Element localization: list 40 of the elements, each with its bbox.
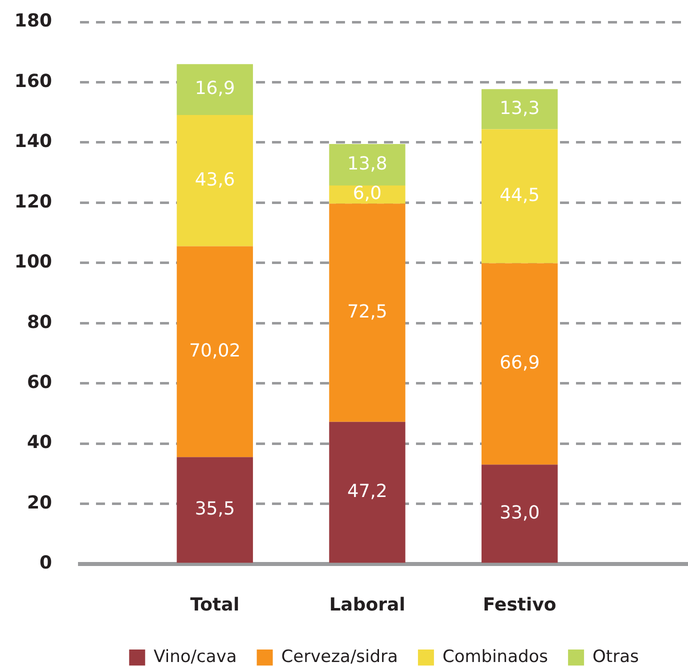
y-tick-label: 140 [14, 131, 52, 152]
legend-label: Cerveza/sidra [281, 646, 398, 666]
bar [482, 129, 558, 264]
bar [329, 422, 406, 563]
legend-label: Vino/cava [154, 646, 237, 666]
data-label: 72,5 [347, 301, 388, 322]
y-tick-label: 80 [26, 312, 52, 333]
y-tick-label: 180 [14, 10, 52, 32]
bar [176, 457, 253, 563]
data-label: 6,0 [352, 183, 382, 204]
legend-label: Combinados [442, 646, 548, 666]
y-tick-label: 120 [14, 191, 52, 212]
x-tick-label: Total [190, 594, 240, 616]
y-tick-label: 20 [26, 492, 52, 514]
bar [176, 246, 253, 458]
x-tick-label: Laboral [329, 594, 406, 616]
bar [482, 89, 558, 130]
legend-label: Otras [592, 646, 639, 666]
bar [482, 263, 558, 465]
y-tick-label: 160 [14, 70, 52, 92]
data-label: 47,2 [347, 480, 388, 502]
data-label: 35,5 [194, 498, 235, 520]
y-tick-label: 0 [39, 552, 52, 574]
data-label: 66,9 [500, 352, 540, 374]
bar [176, 64, 253, 115]
data-label: 70,02 [189, 340, 241, 362]
x-tick-label: Festivo [482, 594, 556, 616]
data-label: 13,8 [347, 153, 388, 174]
y-tick-label: 100 [14, 252, 52, 273]
bar [176, 114, 253, 246]
bar [329, 204, 406, 422]
data-label: 33,0 [500, 502, 540, 524]
data-label: 43,6 [194, 169, 235, 190]
bar [329, 144, 406, 186]
data-label: 13,3 [500, 98, 540, 119]
data-label: 44,5 [500, 184, 540, 206]
bar [482, 464, 558, 563]
y-tick-label: 40 [26, 432, 52, 454]
data-label: 16,9 [194, 78, 235, 100]
y-tick-label: 60 [26, 372, 52, 394]
